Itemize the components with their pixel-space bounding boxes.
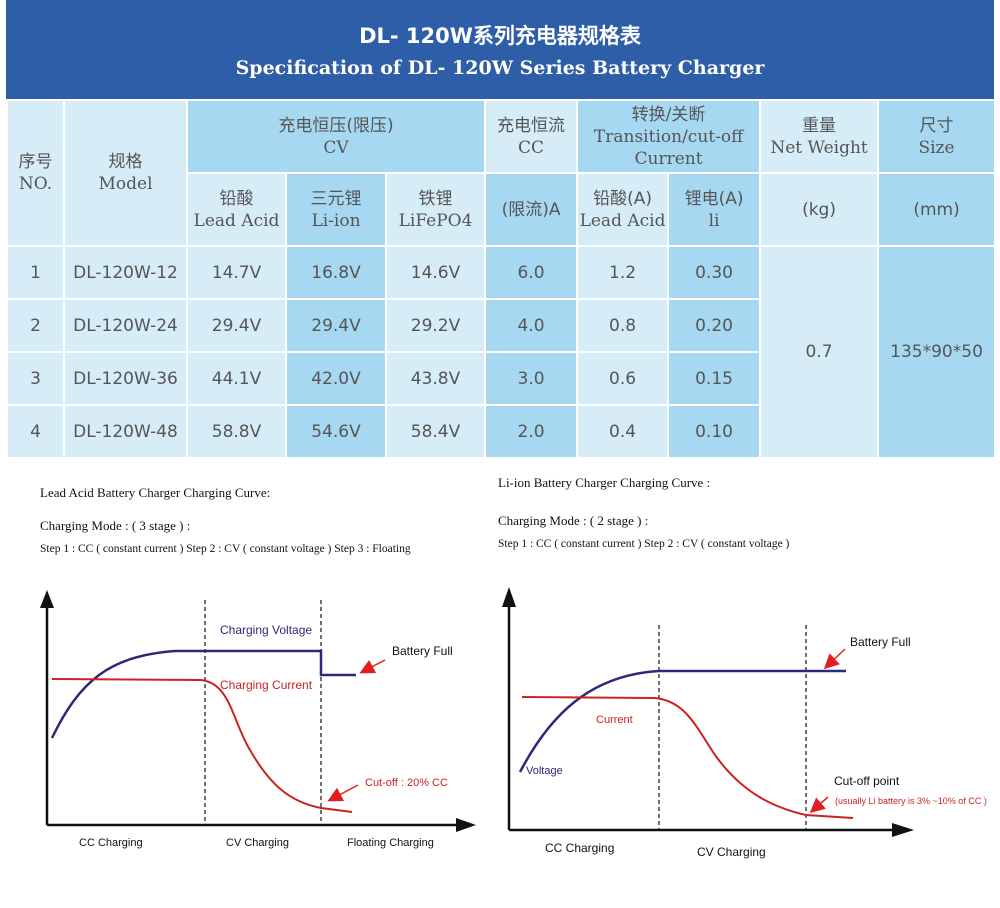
cell-lifepo4: 29.2V — [384, 298, 487, 353]
table-row: 3 DL-120W-36 44.1V 42.0V 43.8V 3.0 0.6 0… — [6, 351, 995, 406]
header-cc: 充电恒流 CC — [484, 99, 579, 174]
cell-lead-a: 0.4 — [576, 404, 670, 459]
cell-model: DL-120W-24 — [63, 298, 188, 353]
current-label: Current — [596, 714, 633, 726]
li-section-title: Li-ion Battery Charger Charging Curve : — [498, 475, 711, 490]
cutoff-label: Cut-off point — [834, 774, 900, 788]
title-english: Specification of DL- 120W Series Battery… — [235, 57, 765, 79]
battery-full-arrow-icon — [823, 648, 846, 670]
header-transition: 转换/关断 Transition/cut-off Current — [576, 99, 762, 174]
lead-steps: Step 1 : CC ( constant current ) Step 2 … — [40, 543, 411, 555]
header-weight: 重量 Net Weight — [759, 99, 880, 174]
cell-lead: 14.7V — [186, 245, 287, 300]
subheader-li-a: 锂电(A) li — [667, 172, 762, 247]
y-axis-arrow-icon — [40, 590, 54, 608]
title-banner: DL- 120W系列充电器规格表 Specification of DL- 12… — [6, 0, 994, 99]
cell-model: DL-120W-48 — [63, 404, 188, 459]
table-row: 1 DL-120W-12 14.7V 16.8V 14.6V 6.0 1.2 0… — [6, 245, 997, 459]
header-size: 尺寸 Size — [877, 99, 997, 174]
y-axis-arrow-icon — [502, 587, 516, 607]
cell-model: DL-120W-36 — [63, 351, 188, 406]
cell-liion: 29.4V — [285, 298, 387, 353]
stage-cv-label: CV Charging — [226, 837, 289, 849]
cell-cc: 6.0 — [484, 245, 579, 300]
cell-lead: 58.8V — [186, 404, 287, 459]
cutoff-arrow-icon — [809, 796, 829, 813]
cell-no: 3 — [6, 351, 65, 406]
battery-full-label: Battery Full — [392, 644, 453, 658]
cell-no: 1 — [6, 245, 65, 300]
charging-current-label: Charging Current — [220, 678, 313, 692]
cell-cc: 4.0 — [484, 298, 579, 353]
lead-acid-curve-diagram: Charging Voltage Charging Current Batter… — [40, 590, 476, 849]
cell-cc: 2.0 — [484, 404, 579, 459]
li-steps: Step 1 : CC ( constant current ) Step 2 … — [498, 538, 790, 550]
cell-liion: 54.6V — [285, 404, 387, 459]
subheader-lead-acid: 铅酸 Lead Acid — [186, 172, 287, 247]
cell-lead-a: 1.2 — [576, 245, 670, 300]
cell-lifepo4: 43.8V — [384, 351, 487, 406]
current-curve — [521, 696, 854, 819]
cell-li-a: 0.20 — [667, 298, 762, 353]
subheader-size-unit: (mm) — [877, 172, 997, 247]
title-chinese: DL- 120W系列充电器规格表 — [359, 24, 641, 48]
stage-floating-label: Floating Charging — [347, 837, 434, 849]
cell-lead-a: 0.8 — [576, 298, 670, 353]
battery-full-arrow-icon — [359, 659, 386, 674]
cell-lead: 29.4V — [186, 298, 287, 353]
table-row: 2 DL-120W-24 29.4V 29.4V 29.2V 4.0 0.8 0… — [6, 298, 995, 353]
voltage-curve — [50, 649, 356, 739]
header-cv: 充电恒压(限压) CV — [185, 99, 487, 174]
voltage-curve — [518, 669, 846, 773]
cell-no: 2 — [6, 298, 65, 353]
cell-li-a: 0.30 — [667, 245, 762, 300]
subheader-li-ion: 三元锂 Li-ion — [285, 172, 387, 247]
subheader-weight-unit: (kg) — [759, 172, 880, 247]
charging-voltage-label: Charging Voltage — [220, 623, 312, 637]
subheader-lifepo4: 铁锂 LiFePO4 — [384, 172, 487, 247]
header-no: 序号 NO. — [6, 99, 65, 247]
li-charging-mode: Charging Mode : ( 2 stage ) : — [498, 513, 649, 528]
spec-table: 序号 NO. 规格 Model 充电恒压(限压) CV 充电恒流 CC 转换/关断 Tra… — [6, 99, 997, 459]
cell-size: 135*90*50 — [877, 245, 997, 459]
cell-li-a: 0.10 — [667, 404, 762, 459]
x-axis-arrow-icon — [892, 823, 914, 837]
cell-lifepo4: 14.6V — [384, 245, 487, 300]
voltage-label: Voltage — [526, 765, 563, 777]
cell-liion: 16.8V — [285, 245, 387, 300]
cell-weight: 0.7 — [759, 245, 880, 459]
lead-charging-mode: Charging Mode : ( 3 stage ) : — [40, 518, 191, 533]
lead-section-title: Lead Acid Battery Charger Charging Curve… — [40, 485, 271, 500]
cell-lifepo4: 58.4V — [384, 404, 487, 459]
li-ion-curve-diagram: Voltage Current Battery Full Cut-off poi… — [502, 587, 987, 859]
subheader-lead-acid-a: 铅酸(A) Lead Acid — [576, 172, 670, 247]
cell-cc: 3.0 — [484, 351, 579, 406]
stage-cc-label: CC Charging — [79, 837, 143, 849]
cell-lead: 44.1V — [186, 351, 287, 406]
stage-cv-label: CV Charging — [697, 845, 766, 859]
cutoff-arrow-icon — [327, 784, 359, 802]
cell-lead-a: 0.6 — [576, 351, 670, 406]
cutoff-label: Cut-off : 20% CC — [365, 777, 448, 789]
cell-liion: 42.0V — [285, 351, 387, 406]
battery-full-label: Battery Full — [850, 635, 911, 649]
current-curve — [51, 678, 353, 813]
subheader-cc-unit: (限流)A — [484, 172, 579, 247]
header-model: 规格 Model — [63, 99, 188, 247]
x-axis-arrow-icon — [456, 818, 476, 832]
table-row: 4 DL-120W-48 58.8V 54.6V 58.4V 2.0 0.4 0… — [6, 404, 995, 459]
cell-model: DL-120W-12 — [63, 245, 188, 300]
stage-cc-label: CC Charging — [545, 841, 614, 855]
cell-no: 4 — [6, 404, 65, 459]
cell-li-a: 0.15 — [667, 351, 762, 406]
cutoff-note: (usually Li battery is 3% ~10% of CC ) — [835, 796, 987, 806]
